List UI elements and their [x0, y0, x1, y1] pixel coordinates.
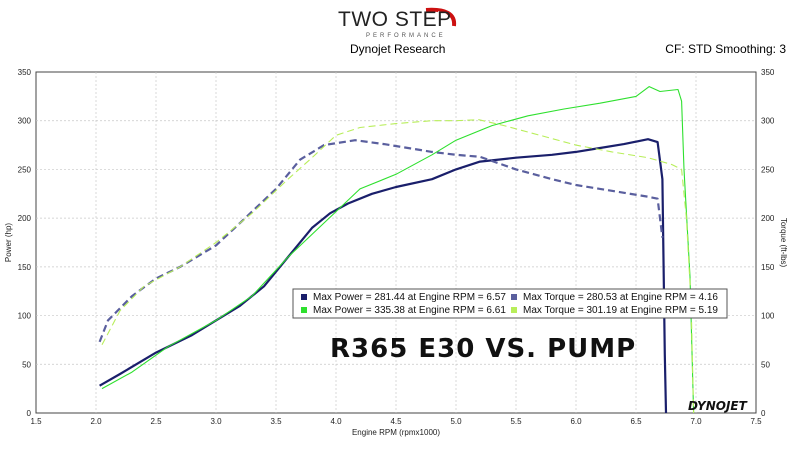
y-tick-label-left: 200	[18, 214, 32, 223]
legend-swatch	[511, 307, 517, 313]
x-tick-label: 5.5	[510, 417, 522, 426]
dyno-source-label: Dynojet Research	[350, 42, 446, 56]
logo-subtext: PERFORMANCE	[366, 33, 446, 39]
y-tick-label-right: 50	[761, 360, 770, 369]
legend-entry: Max Power = 281.44 at Engine RPM = 6.57	[313, 292, 506, 303]
dynojet-watermark: DYNOJET	[688, 399, 748, 413]
series-line-2	[98, 139, 664, 343]
x-tick-label: 4.0	[330, 417, 342, 426]
correction-smoothing-label: CF: STD Smoothing: 3	[665, 42, 786, 56]
y-tick-label-left: 150	[18, 263, 32, 272]
y-tick-label-right: 250	[761, 165, 775, 174]
y-tick-label-right: 0	[761, 409, 766, 418]
y-tick-label-left: 250	[18, 165, 32, 174]
y-tick-label-right: 350	[761, 68, 775, 77]
y-tick-label-left: 50	[22, 360, 31, 369]
two-step-logo: TWO STEP PERFORMANCE	[330, 6, 470, 42]
y-axis-label-left: Power (hp)	[4, 223, 13, 262]
x-tick-label: 6.0	[570, 417, 582, 426]
x-axis-label: Engine RPM (rpmx1000)	[352, 428, 440, 437]
comparison-caption: R365 E30 VS. PUMP	[330, 334, 636, 364]
y-tick-label-left: 300	[18, 117, 32, 126]
logo-swoosh-icon	[425, 7, 457, 27]
y-tick-label-left: 0	[27, 409, 32, 418]
x-tick-label: 7.5	[750, 417, 762, 426]
legend-entry: Max Torque = 301.19 at Engine RPM = 5.19	[523, 305, 718, 316]
legend-swatch	[301, 307, 307, 313]
legend-swatch	[511, 294, 517, 300]
y-tick-label-right: 300	[761, 117, 775, 126]
x-tick-label: 2.5	[150, 417, 162, 426]
y-axis-label-right: Torque (ft-lbs)	[779, 218, 788, 268]
logo-text: TWO STEP	[338, 8, 452, 31]
legend-entry: Max Torque = 280.53 at Engine RPM = 4.16	[523, 292, 718, 303]
y-tick-label-right: 200	[761, 214, 775, 223]
x-tick-label: 3.0	[210, 417, 222, 426]
legend-swatch	[301, 294, 307, 300]
x-tick-label: 7.0	[690, 417, 702, 426]
x-tick-label: 2.0	[90, 417, 102, 426]
y-tick-label-left: 350	[18, 68, 32, 77]
x-tick-label: 6.5	[630, 417, 642, 426]
x-tick-label: 4.5	[390, 417, 402, 426]
y-tick-label-right: 100	[761, 312, 775, 321]
legend-entry: Max Power = 335.38 at Engine RPM = 6.61	[313, 305, 506, 316]
x-tick-label: 3.5	[270, 417, 282, 426]
x-tick-label: 5.0	[450, 417, 462, 426]
series-line-4	[101, 119, 695, 414]
y-tick-label-left: 100	[18, 312, 32, 321]
x-tick-label: 1.5	[30, 417, 42, 426]
legend-box	[292, 288, 728, 319]
y-tick-label-right: 150	[761, 263, 775, 272]
series-line-3	[101, 86, 695, 414]
